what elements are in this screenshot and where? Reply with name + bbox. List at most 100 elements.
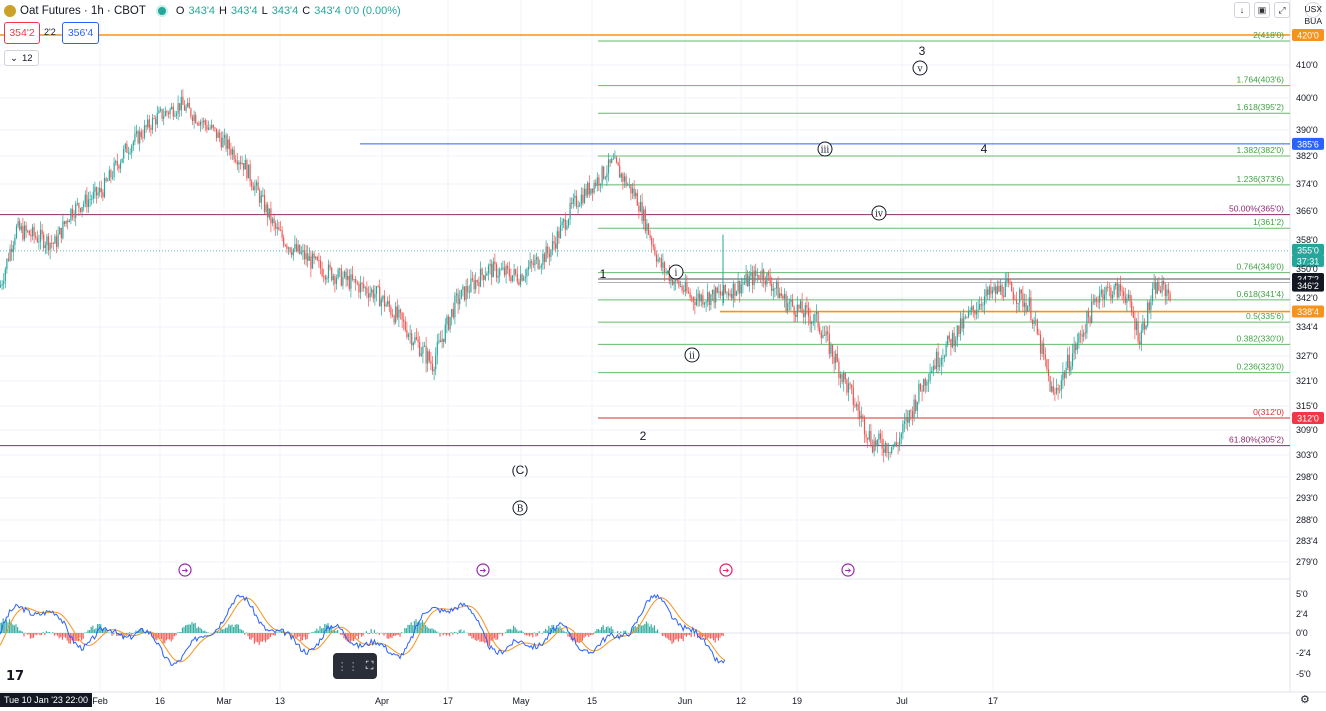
candle-body bbox=[574, 195, 576, 198]
candle-body bbox=[900, 433, 902, 438]
price-badge-label: 385'6 bbox=[1297, 139, 1319, 149]
candle-body bbox=[1065, 367, 1067, 378]
select-tool-icon[interactable]: ⛶ bbox=[365, 659, 374, 672]
candle-body bbox=[951, 332, 954, 348]
indicators-toggle[interactable]: ⌄ 12 bbox=[4, 50, 39, 66]
candle-body bbox=[931, 371, 933, 374]
candle-body bbox=[918, 383, 920, 402]
candle-body bbox=[686, 282, 688, 292]
candle-body bbox=[657, 259, 659, 262]
candle-body bbox=[540, 265, 542, 268]
candle-body bbox=[892, 446, 894, 448]
candle-body bbox=[6, 258, 8, 270]
osc-histogram-bar bbox=[301, 633, 303, 641]
candle-body bbox=[975, 310, 978, 315]
candle-body bbox=[110, 170, 112, 178]
y-tick-label: 410'0 bbox=[1296, 60, 1318, 70]
osc-histogram-bar bbox=[151, 633, 153, 637]
wave-circle bbox=[668, 264, 684, 280]
osc-histogram-bar bbox=[193, 623, 195, 633]
candle-body bbox=[292, 248, 294, 256]
candle-body bbox=[84, 194, 86, 204]
wave-label: 3 bbox=[919, 44, 926, 58]
osc-histogram-bar bbox=[505, 632, 507, 633]
candle-body bbox=[937, 351, 939, 367]
candle-body bbox=[11, 248, 13, 253]
osc-histogram-bar bbox=[607, 626, 609, 633]
candle-body bbox=[1119, 284, 1122, 291]
candle-body bbox=[372, 289, 374, 299]
candle-body bbox=[1169, 293, 1171, 301]
candle-body bbox=[505, 265, 507, 276]
x-tick-label: 19 bbox=[792, 696, 802, 706]
change-value: 0'0 (0.00%) bbox=[344, 5, 401, 17]
candle-body bbox=[1102, 289, 1104, 300]
time-axis-settings-icon[interactable]: ⚙ bbox=[1300, 694, 1310, 706]
fullscreen-button[interactable]: ⤢ bbox=[1274, 2, 1290, 18]
candle-body bbox=[345, 271, 347, 280]
candle-body bbox=[588, 182, 590, 195]
buy-button[interactable]: 356'4 bbox=[62, 22, 99, 44]
candle-body bbox=[371, 289, 373, 293]
candle-body bbox=[284, 245, 286, 247]
candle-body bbox=[142, 137, 144, 138]
currency-unit[interactable]: BUA bbox=[1304, 16, 1322, 26]
candle-body bbox=[387, 300, 389, 305]
candle-body bbox=[831, 344, 834, 357]
candle-body bbox=[633, 188, 635, 197]
osc-histogram-bar bbox=[5, 619, 7, 633]
candle-body bbox=[414, 337, 416, 343]
y-tick-label: 283'4 bbox=[1296, 536, 1318, 546]
osc-histogram-bar bbox=[103, 627, 105, 633]
tradingview-logo-icon[interactable]: 17 bbox=[6, 669, 25, 684]
candle-body bbox=[1153, 282, 1155, 289]
candle-body bbox=[548, 253, 550, 258]
candle-body bbox=[167, 112, 170, 115]
candle-body bbox=[1110, 287, 1112, 299]
candle-body bbox=[1137, 321, 1139, 342]
camera-icon: ▣ bbox=[1257, 4, 1267, 15]
candle-body bbox=[243, 163, 245, 170]
candle-body bbox=[95, 187, 98, 196]
sell-button[interactable]: 354'2 bbox=[4, 22, 40, 44]
candle-body bbox=[908, 410, 910, 423]
candle-body bbox=[207, 127, 210, 130]
wave-label: iii bbox=[821, 146, 830, 156]
candle-body bbox=[742, 283, 744, 285]
osc-histogram-bar bbox=[177, 632, 179, 633]
x-tick-label: 17 bbox=[988, 696, 998, 706]
candle-body bbox=[399, 309, 402, 313]
settings-toggle[interactable]: ◌ bbox=[1305, 2, 1321, 18]
candle-body bbox=[83, 203, 85, 207]
grid bbox=[0, 0, 1326, 693]
drag-handle-icon[interactable]: ⋮⋮ bbox=[336, 660, 359, 673]
candle-body bbox=[705, 301, 707, 304]
candle-body bbox=[652, 244, 654, 247]
symbol-title[interactable]: Oat Futures · 1h · CBOT bbox=[20, 5, 146, 17]
screenshot-button[interactable]: ▣ bbox=[1254, 2, 1270, 18]
candle-body bbox=[358, 283, 360, 293]
event-markers[interactable]: ➔ ➔ ➔ ➔ bbox=[178, 563, 855, 577]
candle-body bbox=[935, 351, 938, 369]
osc-histogram-bar bbox=[337, 629, 339, 633]
download-button[interactable]: ↓ bbox=[1234, 2, 1250, 18]
candle-body bbox=[1115, 283, 1117, 286]
x-tick-label: Jun bbox=[678, 696, 693, 706]
candle-body bbox=[281, 230, 283, 238]
candle-body bbox=[983, 296, 986, 305]
candle-body bbox=[1145, 325, 1147, 330]
y-tick-label: 309'0 bbox=[1296, 425, 1318, 435]
candle-body bbox=[195, 114, 197, 124]
osc-histogram-bar bbox=[682, 633, 684, 642]
candle-body bbox=[1150, 301, 1152, 311]
candle-body bbox=[1087, 311, 1090, 318]
osc-histogram-bar bbox=[445, 633, 447, 636]
candle-body bbox=[1135, 321, 1138, 330]
candle-body bbox=[667, 271, 669, 272]
candle-body bbox=[89, 199, 91, 201]
osc-histogram-bar bbox=[273, 633, 275, 635]
osc-histogram-bar bbox=[201, 628, 203, 633]
floating-toolbar[interactable]: ⋮⋮ ⛶ bbox=[333, 653, 377, 679]
currency-code[interactable]: USX bbox=[1304, 4, 1322, 14]
